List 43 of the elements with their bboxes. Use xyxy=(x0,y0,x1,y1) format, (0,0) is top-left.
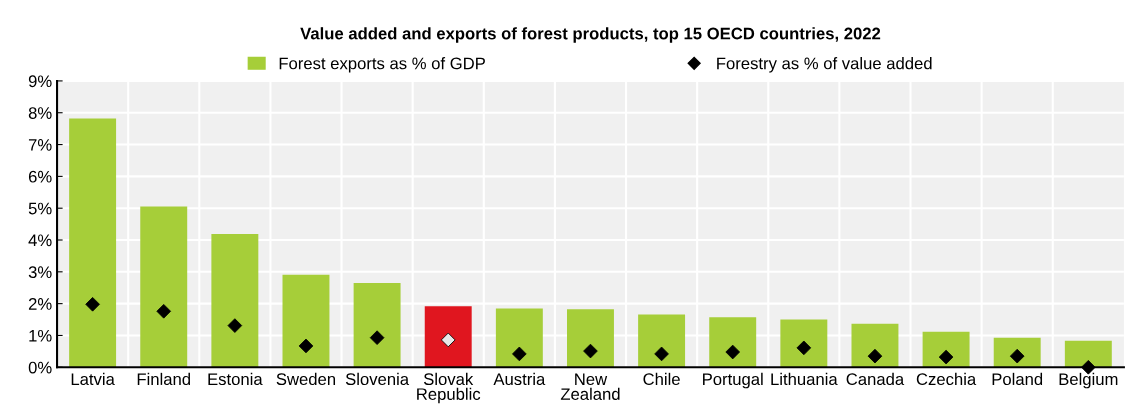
bar xyxy=(1064,340,1112,368)
y-tick-label: 3% xyxy=(28,266,52,279)
bar xyxy=(851,323,899,368)
x-tick-label: Austria xyxy=(493,372,546,386)
bar xyxy=(993,337,1041,368)
y-tick-label: 5% xyxy=(28,202,52,215)
x-tick-label: Slovak Republic xyxy=(417,372,481,404)
x-tick-label: Belgium xyxy=(1059,372,1118,389)
bar xyxy=(709,317,757,368)
y-tick-label: 1% xyxy=(29,329,52,342)
y-tick-label: 6% xyxy=(28,170,52,183)
chart-title: Value added and exports of forest products, top 15 OECD countries, 2022 xyxy=(300,27,881,43)
x-tick-label: Slovenia xyxy=(345,372,410,386)
bar xyxy=(495,308,543,368)
x-tick-label: Sweden xyxy=(276,372,336,386)
x-tick-label: Lithuania xyxy=(771,372,838,386)
bar xyxy=(922,331,970,368)
bar xyxy=(638,314,686,368)
legend-label: Forestry as % of value added xyxy=(717,57,932,73)
x-tick-label: New Zealand xyxy=(560,373,620,401)
x-tick-label: Latvia xyxy=(71,372,115,386)
x-tick-label: Finland xyxy=(137,372,190,386)
y-tick-label: 7% xyxy=(28,139,52,151)
bar xyxy=(780,319,828,368)
y-tick-label: 8% xyxy=(28,107,52,119)
x-tick-label: Canada xyxy=(846,372,905,386)
y-tick-label: 0% xyxy=(28,361,52,374)
bar xyxy=(69,118,117,368)
x-tick-label: Portugal xyxy=(703,372,763,389)
x-tick-label: Estonia xyxy=(208,372,263,386)
legend-label: Forest exports as % of GDP xyxy=(279,57,485,73)
y-tick-label: 9% xyxy=(28,75,52,88)
x-tick-label: Chile xyxy=(643,372,680,386)
x-tick-label: Poland xyxy=(992,372,1043,386)
bar xyxy=(567,309,614,368)
y-tick-label: 2% xyxy=(28,298,52,310)
x-tick-label: Czechia xyxy=(916,372,977,386)
bar xyxy=(282,274,330,368)
bar xyxy=(140,206,188,368)
bar xyxy=(353,282,401,368)
y-tick-label: 4% xyxy=(28,234,52,247)
bar xyxy=(424,306,472,368)
bar xyxy=(211,233,259,368)
